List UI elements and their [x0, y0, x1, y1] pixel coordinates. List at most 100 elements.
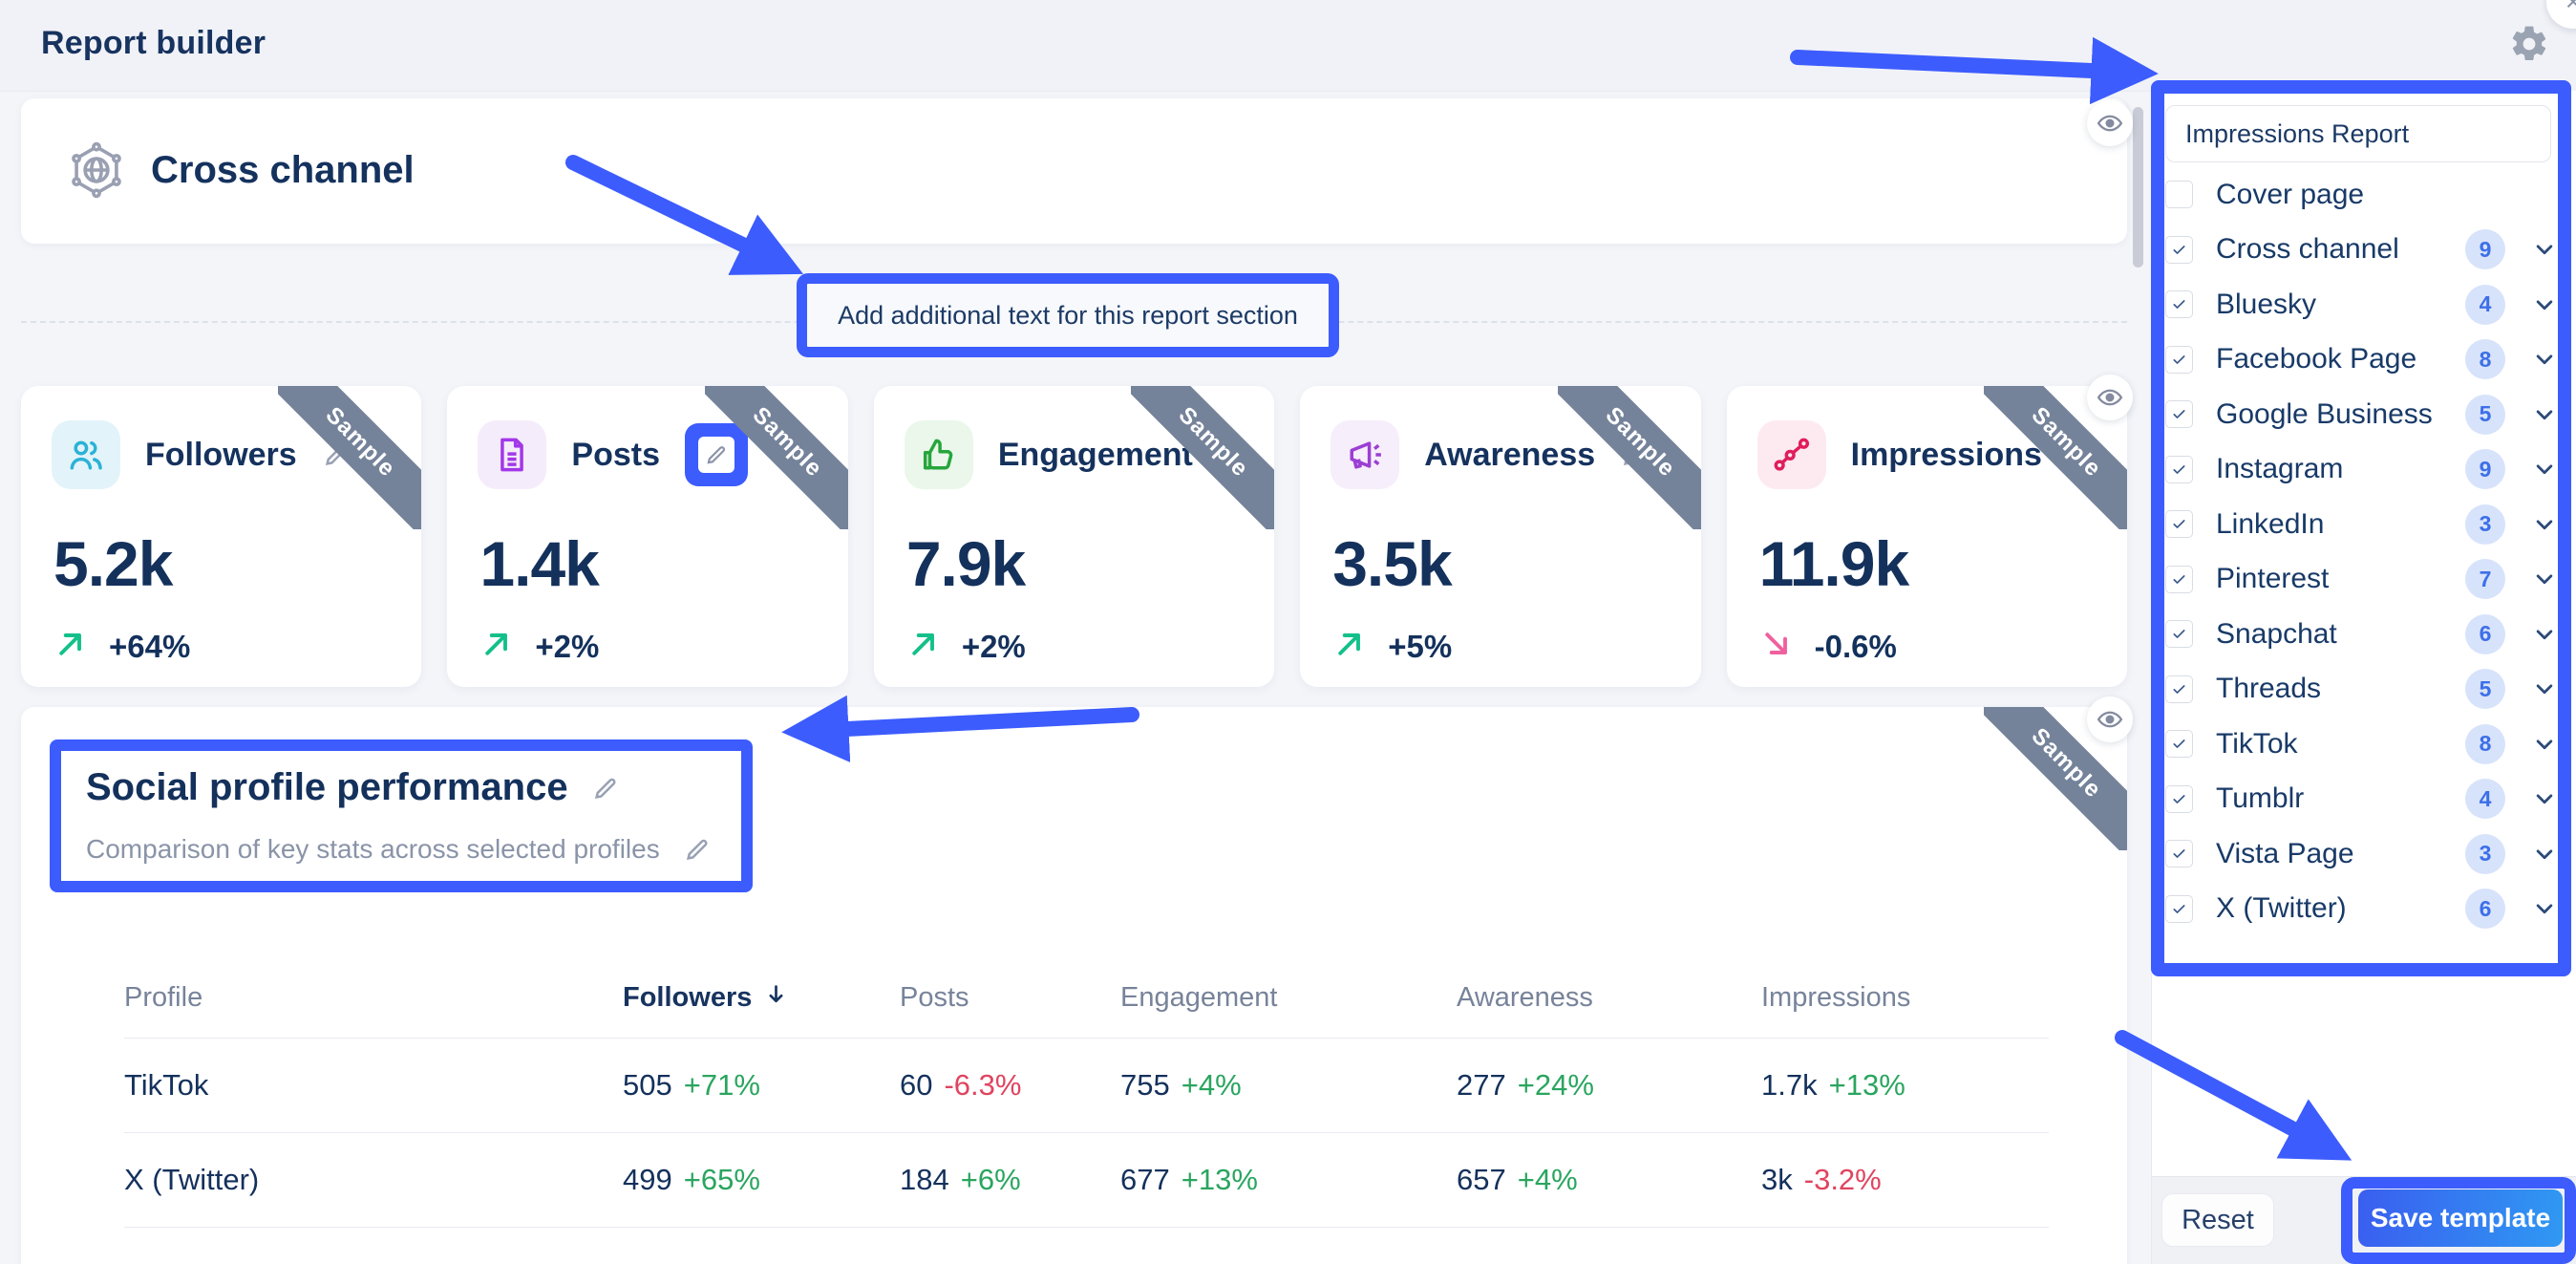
checked-checkbox[interactable] — [2165, 620, 2193, 649]
checked-checkbox[interactable] — [2165, 400, 2193, 429]
cross-channel-section: Cross channel — [21, 98, 2127, 244]
edit-subtitle-pencil-icon[interactable] — [683, 835, 712, 864]
checked-checkbox[interactable] — [2165, 565, 2193, 593]
section-count-badge: 5 — [2465, 669, 2505, 710]
table-row-cutoff — [124, 1227, 2049, 1262]
performance-subtitle: Comparison of key stats across selected … — [86, 834, 660, 864]
sidebar-item-bluesky[interactable]: Bluesky 4 — [2152, 277, 2576, 332]
column-header-posts[interactable]: Posts — [900, 981, 969, 1013]
sidebar-item-tumblr[interactable]: Tumblr 4 — [2152, 772, 2576, 827]
sidebar-item-google-business[interactable]: Google Business 5 — [2152, 387, 2576, 442]
sidebar-item-label: TikTok — [2216, 727, 2298, 760]
sidebar-item-label: Google Business — [2216, 397, 2433, 430]
performance-title: Social profile performance — [86, 766, 568, 808]
sidebar-item-label: Tumblr — [2216, 782, 2305, 815]
chevron-down-icon[interactable] — [2530, 510, 2559, 539]
sidebar-item-threads[interactable]: Threads 5 — [2152, 662, 2576, 718]
scrollbar-thumb[interactable] — [2133, 107, 2143, 268]
sidebar-item-x-twitter[interactable]: X (Twitter) 6 — [2152, 882, 2576, 937]
add-text-cta[interactable]: Add additional text for this report sect… — [797, 273, 1339, 357]
sidebar-item-label: Snapchat — [2216, 617, 2337, 650]
column-header-impressions[interactable]: Impressions — [1761, 981, 1911, 1013]
edit-title-pencil-icon[interactable] — [591, 774, 620, 803]
sidebar-footer: Reset Save template — [2152, 1176, 2576, 1264]
toggle-visibility-eye-icon[interactable] — [2087, 100, 2133, 146]
chevron-down-icon[interactable] — [2530, 345, 2559, 374]
sidebar-item-label: Pinterest — [2216, 563, 2330, 595]
checked-checkbox[interactable] — [2165, 455, 2193, 483]
chevron-down-icon[interactable] — [2530, 235, 2559, 264]
pencil-icon[interactable] — [322, 440, 351, 469]
trend-up-icon — [53, 627, 88, 666]
report-name-input[interactable] — [2165, 105, 2551, 162]
section-count-badge: 6 — [2465, 889, 2505, 930]
sidebar-item-cross-channel[interactable]: Cross channel 9 — [2152, 223, 2576, 278]
chevron-down-icon[interactable] — [2530, 840, 2559, 868]
column-header-followers[interactable]: Followers — [623, 981, 900, 1015]
column-header-awareness[interactable]: Awareness — [1457, 981, 1593, 1013]
kpi-card-followers: Followers 5.2k +64% Sample — [21, 386, 422, 687]
sort-down-icon — [763, 981, 789, 1015]
chevron-down-icon[interactable] — [2530, 400, 2559, 429]
kpi-value: 1.4k — [479, 528, 599, 599]
column-header-profile[interactable]: Profile — [124, 981, 203, 1013]
table-row[interactable]: TikTok 505 +71% 60 -6.3% 755 +4% 277 +24% 1.7k +13… — [124, 1038, 2049, 1132]
sidebar-item-label: Facebook Page — [2216, 343, 2417, 375]
metric-cell: 184 +6% — [900, 1163, 1021, 1196]
column-header-engagement[interactable]: Engagement — [1120, 981, 1278, 1013]
sidebar-item-label: Vista Page — [2216, 837, 2354, 869]
chevron-down-icon[interactable] — [2530, 290, 2559, 319]
checked-checkbox[interactable] — [2165, 840, 2193, 868]
profile-name: X (Twitter) — [124, 1163, 260, 1196]
section-count-badge: 9 — [2465, 229, 2505, 270]
chevron-down-icon[interactable] — [2530, 620, 2559, 649]
pencil-icon[interactable] — [2067, 440, 2096, 469]
page-title: Report builder — [41, 25, 266, 61]
section-count-badge: 9 — [2465, 449, 2505, 490]
chevron-down-icon[interactable] — [2530, 675, 2559, 703]
kpi-value: 5.2k — [53, 528, 173, 599]
save-template-button[interactable]: Save template — [2358, 1189, 2563, 1247]
chevron-down-icon[interactable] — [2530, 894, 2559, 923]
chevron-down-icon[interactable] — [2530, 784, 2559, 813]
table-row[interactable]: X (Twitter) 499 +65% 184 +6% 677 +13% 657 +4% 3k -… — [124, 1132, 2049, 1227]
chevron-down-icon[interactable] — [2530, 730, 2559, 759]
sidebar-item-label: Cover page — [2216, 178, 2365, 210]
sidebar-item-cover-page[interactable]: Cover page — [2152, 167, 2576, 223]
sidebar-item-label: Bluesky — [2216, 288, 2317, 320]
sidebar-item-pinterest[interactable]: Pinterest 7 — [2152, 552, 2576, 608]
metric-cell: 677 +13% — [1120, 1163, 1258, 1196]
checked-checkbox[interactable] — [2165, 675, 2193, 703]
sidebar-item-instagram[interactable]: Instagram 9 — [2152, 442, 2576, 498]
pencil-icon[interactable] — [1218, 440, 1246, 469]
cross-channel-globe-icon — [67, 140, 126, 200]
checked-checkbox[interactable] — [2165, 730, 2193, 759]
chevron-down-icon[interactable] — [2530, 565, 2559, 593]
unchecked-checkbox[interactable] — [2165, 181, 2193, 209]
toggle-visibility-eye-icon[interactable] — [2087, 696, 2133, 742]
checked-checkbox[interactable] — [2165, 894, 2193, 923]
chevron-down-icon[interactable] — [2530, 455, 2559, 483]
close-icon[interactable]: × — [2546, 0, 2576, 29]
checked-checkbox[interactable] — [2165, 235, 2193, 264]
section-count-badge: 3 — [2465, 833, 2505, 874]
sidebar-item-vista-page[interactable]: Vista Page 3 — [2152, 826, 2576, 882]
sidebar-item-linkedin[interactable]: LinkedIn 3 — [2152, 497, 2576, 552]
toggle-visibility-eye-icon[interactable] — [2087, 375, 2133, 420]
section-count-badge: 4 — [2465, 284, 2505, 325]
checked-checkbox[interactable] — [2165, 510, 2193, 539]
reset-button[interactable]: Reset — [2161, 1193, 2274, 1247]
settings-gear-icon[interactable] — [2508, 23, 2550, 65]
posts-document-icon — [478, 420, 547, 489]
sidebar-item-label: Threads — [2216, 673, 2322, 705]
checked-checkbox[interactable] — [2165, 290, 2193, 319]
cross-channel-title: Cross channel — [151, 148, 415, 191]
edit-metric-pencil-highlight[interactable] — [685, 423, 748, 486]
sidebar-item-facebook-page[interactable]: Facebook Page 8 — [2152, 332, 2576, 388]
sidebar-item-snapchat[interactable]: Snapchat 6 — [2152, 607, 2576, 662]
checked-checkbox[interactable] — [2165, 345, 2193, 374]
kpi-change: +5% — [1388, 628, 1453, 664]
sidebar-item-tiktok[interactable]: TikTok 8 — [2152, 717, 2576, 772]
checked-checkbox[interactable] — [2165, 784, 2193, 813]
pencil-icon[interactable] — [1620, 440, 1649, 469]
